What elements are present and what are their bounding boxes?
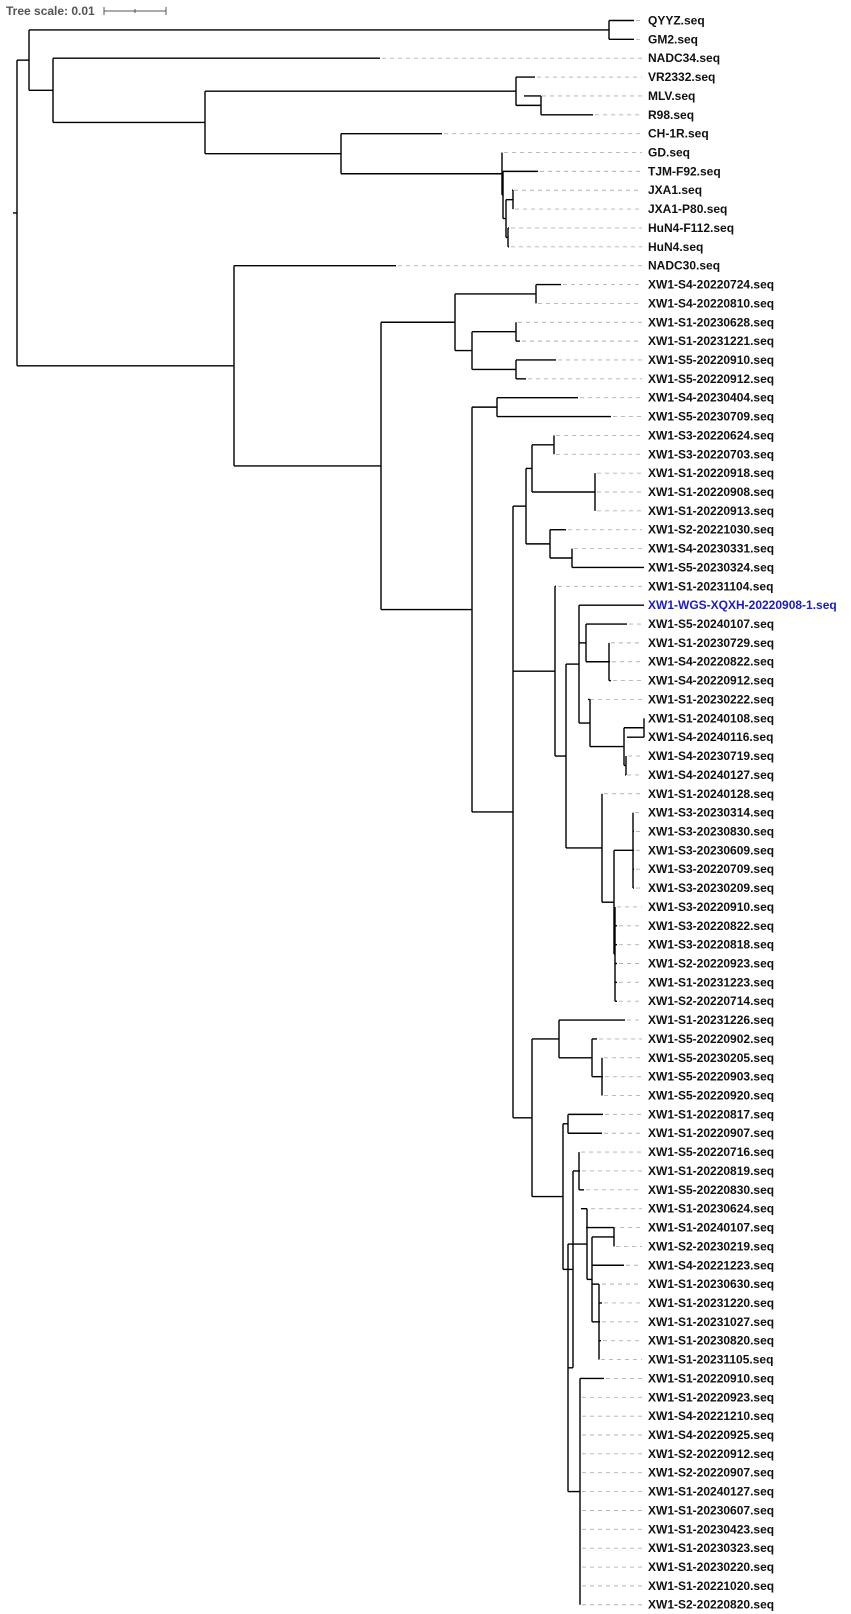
leaf-label: XW1-WGS-XQXH-20220908-1.seq [648, 598, 837, 612]
leaf-label: XW1-S1-20240107.seq [648, 1221, 774, 1235]
leaf-label: XW1-S4-20240127.seq [648, 768, 774, 782]
leaf-label: XW1-S5-20220910.seq [648, 353, 774, 367]
leaf-label: XW1-S1-20230607.seq [648, 1503, 774, 1517]
leaf-label: XW1-S1-20230423.seq [648, 1522, 774, 1536]
leaf-label: XW1-S1-20220910.seq [648, 1371, 774, 1385]
leaf-label: NADC30.seq [648, 259, 720, 273]
leaf-label: R98.seq [648, 108, 694, 122]
leaf-label: XW1-S4-20230719.seq [648, 749, 774, 763]
leaf-label: XW1-S2-20220912.seq [648, 1447, 774, 1461]
leaf-label: XW1-S1-20231223.seq [648, 975, 774, 989]
leaf-label: XW1-S5-20220716.seq [648, 1145, 774, 1159]
leaf-label: XW1-S1-20220907.seq [648, 1126, 774, 1140]
leaf-label: XW1-S5-20230324.seq [648, 560, 774, 574]
leaf-label: XW1-S1-20231221.seq [648, 334, 774, 348]
leaf-label: XW1-S5-20220903.seq [648, 1070, 774, 1084]
leaf-label: XW1-S1-20230222.seq [648, 692, 774, 706]
leaf-label: JXA1-P80.seq [648, 202, 727, 216]
leaf-label: XW1-S4-20220810.seq [648, 296, 774, 310]
leaf-label: XW1-S1-20231220.seq [648, 1296, 774, 1310]
leaf-label: XW1-S1-20220918.seq [648, 466, 774, 480]
leaf-label: XW1-S3-20230209.seq [648, 881, 774, 895]
leaf-label: XW1-S1-20220913.seq [648, 504, 774, 518]
leaf-label: XW1-S5-20240107.seq [648, 617, 774, 631]
leaf-label: XW1-S3-20220822.seq [648, 919, 774, 933]
leaf-label: XW1-S1-20230729.seq [648, 636, 774, 650]
leaf-label: XW1-S1-20230624.seq [648, 1202, 774, 1216]
leaf-label: XW1-S1-20220908.seq [648, 485, 774, 499]
leaf-label: HuN4-F112.seq [648, 221, 734, 235]
leaf-label: TJM-F92.seq [648, 164, 721, 178]
leaf-label: XW1-S1-20220923.seq [648, 1390, 774, 1404]
leaf-label: XW1-S1-20230220.seq [648, 1560, 774, 1574]
leaf-label: XW1-S1-20231027.seq [648, 1315, 774, 1329]
leaf-label: XW1-S1-20240108.seq [648, 711, 774, 725]
leaf-label: XW1-S3-20230609.seq [648, 843, 774, 857]
leaf-label: XW1-S2-20220714.seq [648, 994, 774, 1008]
leaf-label: XW1-S1-20231226.seq [648, 1013, 774, 1027]
leaf-label: JXA1.seq [648, 183, 702, 197]
tree-scale: Tree scale: 0.01 [6, 4, 167, 18]
leaf-label: XW1-S5-20230709.seq [648, 410, 774, 424]
leaf-label: XW1-S4-20221210.seq [648, 1409, 774, 1423]
leaf-label: XW1-S1-20220817.seq [648, 1107, 774, 1121]
leaf-label: QYYZ.seq [648, 14, 705, 28]
leaf-label: XW1-S3-20220910.seq [648, 900, 774, 914]
leaf-label: XW1-S4-20230404.seq [648, 391, 774, 405]
leaf-label: XW1-S4-20220925.seq [648, 1428, 774, 1442]
leaf-label: VR2332.seq [648, 70, 715, 84]
leaf-label: XW1-S1-20230628.seq [648, 315, 774, 329]
leaf-label: XW1-S1-20230820.seq [648, 1334, 774, 1348]
leaf-label: GD.seq [648, 146, 690, 160]
leaf-label: XW1-S3-20220703.seq [648, 447, 774, 461]
leaf-label: XW1-S3-20230314.seq [648, 806, 774, 820]
leaf-label: MLV.seq [648, 89, 695, 103]
leaf-label: XW1-S2-20230219.seq [648, 1239, 774, 1253]
leaf-label: XW1-S1-20240128.seq [648, 787, 774, 801]
leaf-label: XW1-S3-20220709.seq [648, 862, 774, 876]
tree-scale-label: Tree scale: 0.01 [6, 4, 95, 18]
leaf-label: XW1-S3-20220624.seq [648, 428, 774, 442]
leaf-label: XW1-S1-20231104.seq [648, 579, 773, 593]
leaf-label: XW1-S4-20221223.seq [648, 1258, 774, 1272]
leaf-label: XW1-S4-20240116.seq [648, 730, 773, 744]
tree-branches [13, 19, 645, 1605]
leaf-label: XW1-S5-20230205.seq [648, 1051, 774, 1065]
leaf-label: CH-1R.seq [648, 127, 709, 141]
leaf-label: XW1-S4-20220822.seq [648, 655, 774, 669]
leaf-guides [382, 20, 642, 1606]
leaf-label: XW1-S1-20221020.seq [648, 1579, 774, 1593]
leaf-label: XW1-S1-20230630.seq [648, 1277, 774, 1291]
leaf-label: XW1-S1-20240127.seq [648, 1485, 774, 1499]
leaf-label: XW1-S5-20220920.seq [648, 1089, 774, 1103]
leaf-label: XW1-S3-20220818.seq [648, 938, 774, 952]
leaf-label: GM2.seq [648, 32, 698, 46]
leaf-label: HuN4.seq [648, 240, 703, 254]
leaf-label: XW1-S2-20220907.seq [648, 1466, 774, 1480]
leaf-label: XW1-S1-20231105.seq [648, 1353, 773, 1367]
leaf-label: XW1-S3-20230830.seq [648, 824, 774, 838]
leaf-label: XW1-S4-20220912.seq [648, 674, 774, 688]
leaf-label: XW1-S1-20230323.seq [648, 1541, 774, 1555]
leaf-label: XW1-S2-20220820.seq [648, 1598, 774, 1612]
leaf-label: XW1-S5-20220830.seq [648, 1183, 774, 1197]
leaf-label: XW1-S2-20220923.seq [648, 957, 774, 971]
leaf-label: XW1-S2-20221030.seq [648, 523, 774, 537]
leaf-label: XW1-S5-20220912.seq [648, 372, 774, 386]
leaf-label: XW1-S5-20220902.seq [648, 1032, 774, 1046]
leaf-label: XW1-S4-20220724.seq [648, 278, 774, 292]
leaf-label: NADC34.seq [648, 51, 720, 65]
leaf-label: XW1-S4-20230331.seq [648, 542, 774, 556]
leaf-label: XW1-S1-20220819.seq [648, 1164, 774, 1178]
leaf-labels: QYYZ.seq GM2.seq NADC34.seq VR2332.seq MLV.s… [648, 14, 837, 1612]
